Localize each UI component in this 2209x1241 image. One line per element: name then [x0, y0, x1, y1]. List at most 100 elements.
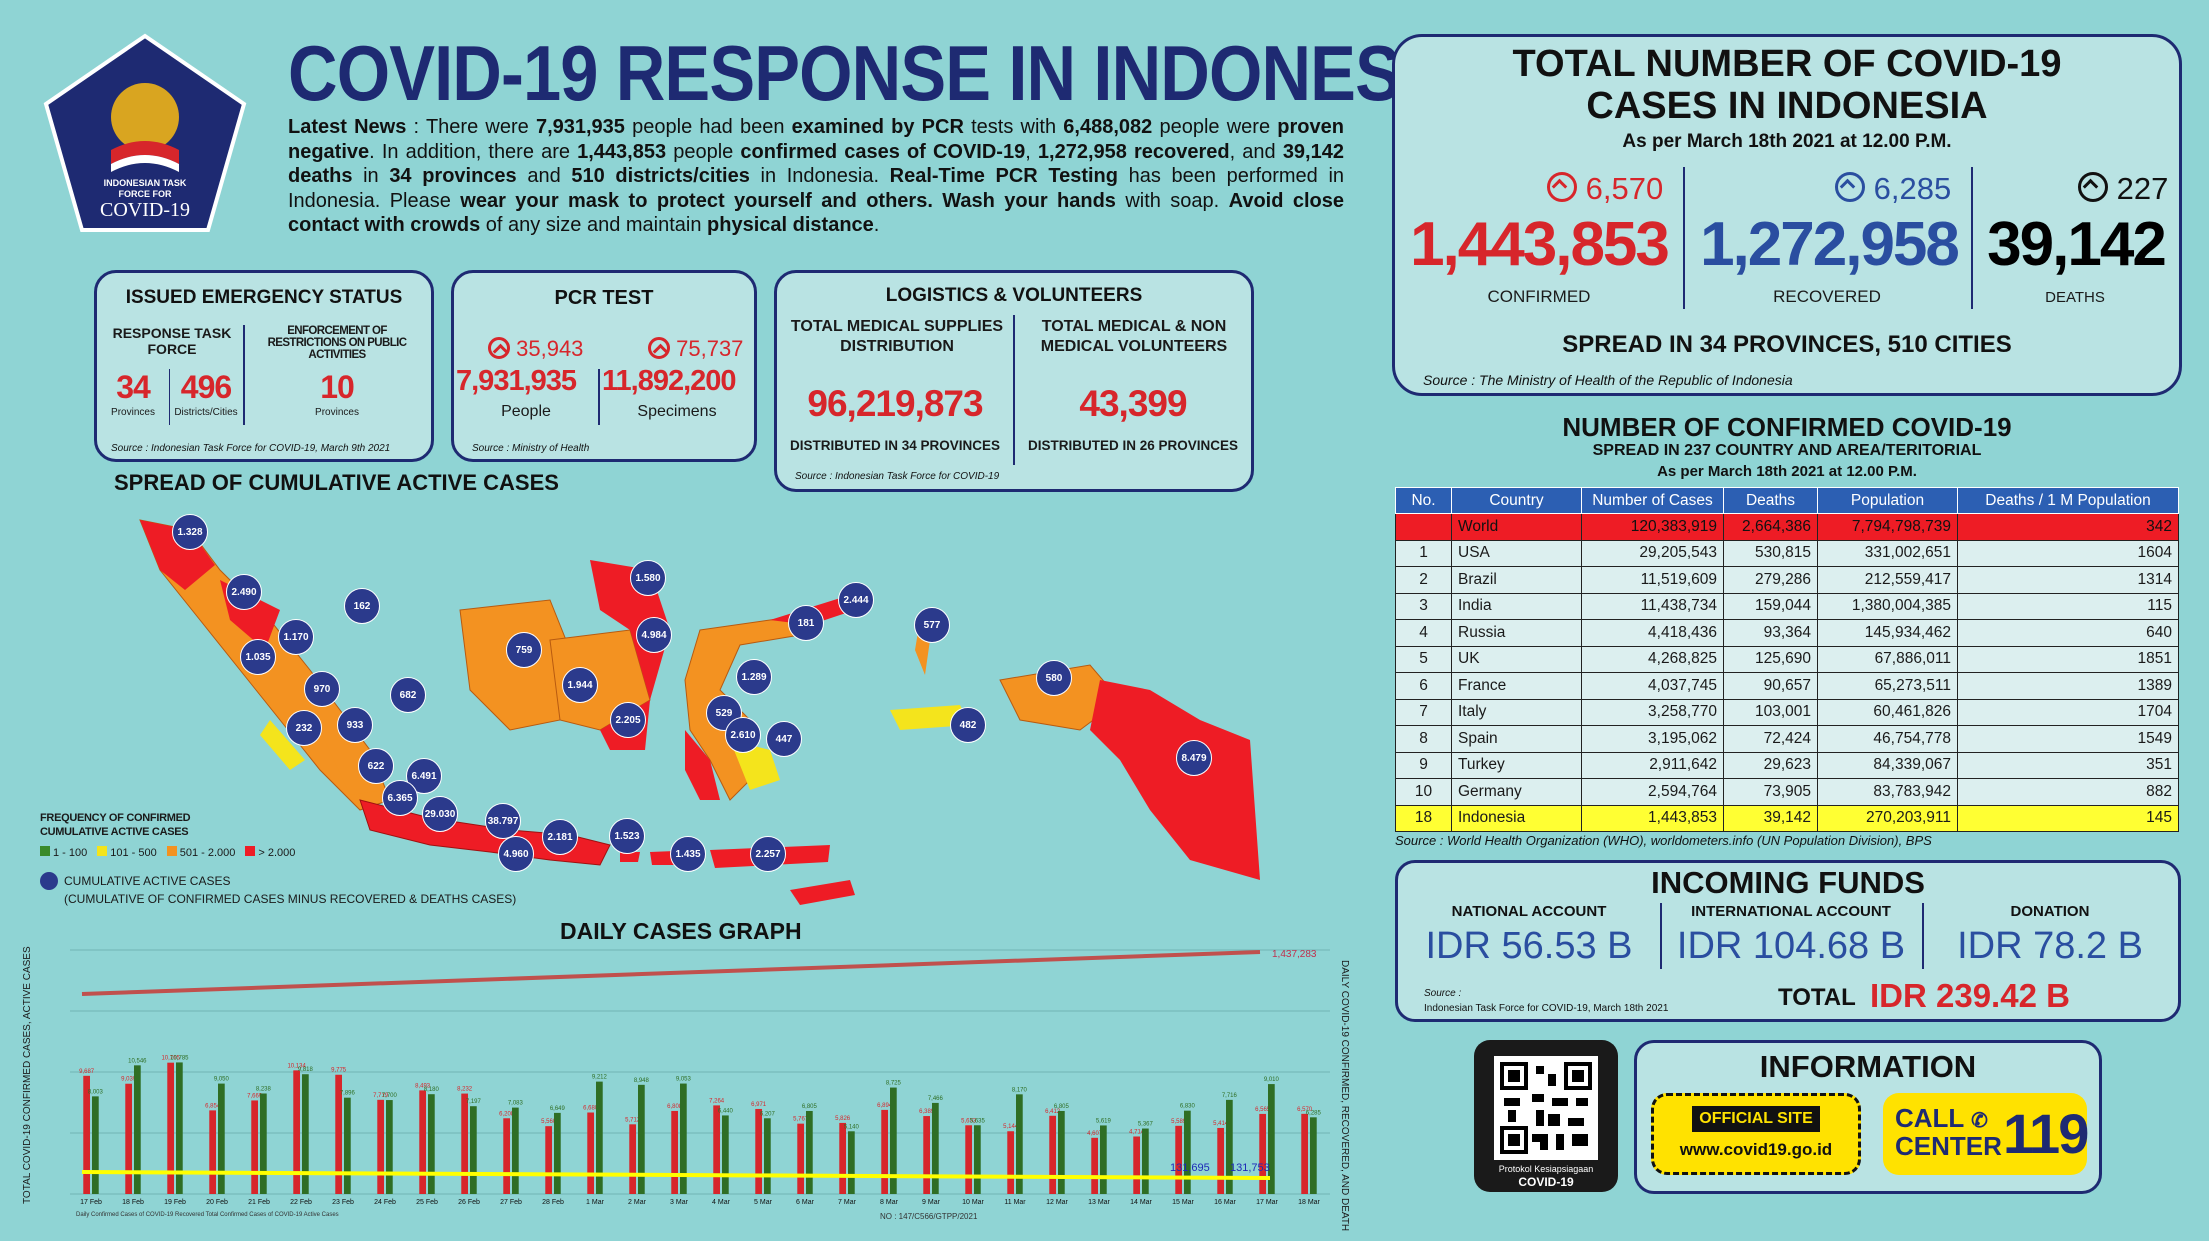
x-tick-label: 6 Mar — [796, 1199, 815, 1206]
incoming-funds-card: INCOMING FUNDS NATIONAL ACCOUNT INTERNAT… — [1395, 860, 2181, 1022]
bar-recovered — [470, 1106, 477, 1194]
table-row: 8 Spain 3,195,062 72,424 46,754,778 1549 — [1395, 725, 2179, 753]
row-deaths-per-million: 640 — [1957, 619, 2179, 647]
bar-recovered — [722, 1115, 729, 1194]
row-country: UK — [1451, 645, 1582, 673]
x-tick-label: 21 Feb — [248, 1199, 270, 1206]
official-site-link[interactable]: OFFICIAL SITE www.covid19.go.id — [1651, 1093, 1861, 1175]
bar-value-label: 9,039 — [121, 1077, 137, 1083]
row-population: 331,002,651 — [1817, 539, 1958, 567]
confirmed-increase: 6,570 — [1547, 171, 1663, 207]
x-tick-label: 26 Feb — [458, 1199, 480, 1206]
volunteers-value: 43,399 — [1079, 383, 1187, 424]
pcr-specimen-value: 11,892,200 — [602, 365, 737, 397]
call-label: CALL ✆ — [1895, 1103, 1988, 1133]
bar-recovered — [680, 1083, 687, 1194]
row-cases: 120,383,919 — [1581, 513, 1724, 541]
bar-value-label: 5,619 — [1096, 1118, 1112, 1124]
bar-recovered — [1184, 1110, 1191, 1194]
official-site-url[interactable]: www.covid19.go.id — [1679, 1140, 1833, 1159]
bar-recovered — [932, 1102, 939, 1194]
row-deaths-per-million: 1604 — [1957, 539, 2179, 567]
bar-value-label: 6,894 — [877, 1103, 893, 1109]
bar-confirmed — [1175, 1125, 1182, 1194]
bar-value-label: 6,830 — [1180, 1104, 1196, 1110]
bar-confirmed — [1007, 1131, 1014, 1194]
bar-confirmed — [167, 1062, 174, 1194]
map-active-cases-dot: 1.523 — [609, 818, 645, 854]
increase-icon — [648, 337, 670, 359]
restriction-count: 10 — [320, 369, 355, 405]
bar-value-label: 5,712 — [625, 1117, 641, 1123]
bar-recovered — [344, 1097, 351, 1194]
funds-source-2: Indonesian Task Force for COVID-19, Marc… — [1424, 1003, 1669, 1014]
row-deaths-per-million: 882 — [1957, 778, 2179, 806]
donation-label: DONATION — [2010, 903, 2090, 920]
row-deaths-per-million: 1314 — [1957, 566, 2179, 594]
bar-value-label: 7,700 — [382, 1093, 398, 1099]
col-no: No. — [1395, 487, 1452, 514]
total-confirmed-label: 1,437,283 — [1272, 949, 1317, 960]
row-deaths: 93,364 — [1723, 619, 1818, 647]
map-active-cases-dot: 1.944 — [562, 667, 598, 703]
row-population: 270,203,911 — [1817, 804, 1958, 832]
qr-code[interactable] — [1494, 1056, 1598, 1160]
row-deaths-per-million: 145 — [1957, 804, 2179, 832]
map-active-cases-dot: 2.181 — [542, 819, 578, 855]
qr-label-2: COVID-19 — [1518, 1175, 1574, 1189]
bar-confirmed — [587, 1112, 594, 1194]
districts-count: 496 — [180, 369, 232, 405]
deaths-label: DEATHS — [2045, 289, 2105, 306]
call-center-button[interactable]: CALL ✆ CENTER 119 — [1883, 1093, 2089, 1175]
bar-confirmed — [1091, 1137, 1098, 1194]
bar-recovered — [218, 1083, 225, 1194]
legend-item-501-2000: 501 - 2.000 — [166, 846, 235, 859]
bar-value-label: 8,232 — [457, 1087, 473, 1093]
table-row: 18 Indonesia 1,443,853 39,142 270,203,911 145 — [1395, 804, 2179, 832]
center-label: CENTER — [1895, 1131, 2002, 1161]
call-number[interactable]: 119 — [2003, 1102, 2089, 1165]
row-deaths: 125,690 — [1723, 645, 1818, 673]
map-dot-note: (CUMULATIVE OF CONFIRMED CASES MINUS REC… — [64, 892, 517, 906]
bar-recovered — [1310, 1117, 1317, 1194]
row-no: 4 — [1395, 619, 1452, 647]
table-row: 5 UK 4,268,825 125,690 67,886,011 1851 — [1395, 645, 2179, 673]
map-active-cases-dot: 577 — [914, 607, 950, 643]
bar-value-label: 6,680 — [583, 1106, 599, 1112]
bar-recovered — [596, 1081, 603, 1194]
bar-recovered — [512, 1107, 519, 1194]
bar-value-label: 5,633 — [961, 1118, 977, 1124]
bar-recovered — [638, 1084, 645, 1194]
row-country: Spain — [1451, 725, 1582, 753]
bar-confirmed — [125, 1083, 132, 1194]
region-papua — [1090, 680, 1260, 880]
row-deaths-per-million: 351 — [1957, 751, 2179, 779]
qr-card[interactable]: Protokol Kesiapsiagaan COVID-19 — [1474, 1040, 1618, 1192]
x-tick-label: 4 Mar — [712, 1199, 731, 1206]
logistics-title: LOGISTICS & VOLUNTEERS — [885, 285, 1143, 306]
bar-value-label: 7,719 — [373, 1093, 389, 1099]
totals-title-1: TOTAL NUMBER OF COVID-19 — [1512, 43, 2062, 85]
map-dot-legend: CUMULATIVE ACTIVE CASES — [40, 872, 230, 890]
row-deaths: 90,657 — [1723, 672, 1818, 700]
row-deaths: 73,905 — [1723, 778, 1818, 806]
totals-subtitle: As per March 18th 2021 at 12.00 P.M. — [1622, 131, 1952, 152]
bar-value-label: 7,466 — [928, 1096, 944, 1102]
graph-left-axis-label: TOTAL COVID-19 CONFIRMED CASES, ACTIVE C… — [22, 946, 33, 1204]
bar-value-label: 6,389 — [919, 1109, 935, 1115]
total-confirmed-line — [81, 950, 1261, 996]
bar-confirmed — [293, 1070, 300, 1194]
bar-recovered — [764, 1118, 771, 1194]
x-tick-label: 17 Feb — [80, 1199, 102, 1206]
x-tick-label: 25 Feb — [416, 1199, 438, 1206]
region-bali — [620, 852, 640, 862]
pcr-people-label: People — [501, 403, 551, 420]
row-population: 212,559,417 — [1817, 566, 1958, 594]
region-bengkulu — [260, 720, 305, 770]
region-timor — [790, 880, 855, 905]
col-population: Population — [1817, 487, 1958, 514]
active-cases-label-start: 131,695 — [1170, 1162, 1210, 1174]
legend-item-1-100: 1 - 100 — [40, 846, 87, 859]
recovered-label: RECOVERED — [1773, 287, 1881, 306]
row-no: 9 — [1395, 751, 1452, 779]
